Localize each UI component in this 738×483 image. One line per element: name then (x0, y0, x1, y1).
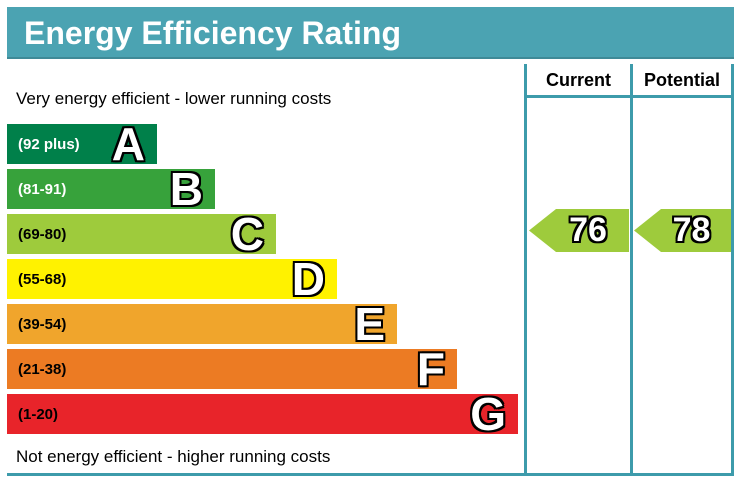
band-row-d: (55-68) D (7, 253, 337, 305)
top-note: Very energy efficient - lower running co… (16, 89, 332, 108)
band-letter: A (111, 118, 145, 170)
bottom-note: Not energy efficient - higher running co… (16, 447, 331, 466)
column-header-underline (524, 95, 734, 98)
band-range-label: (39-54) (18, 315, 67, 333)
band-letter: F (416, 343, 445, 395)
column-header-potential: Potential (643, 70, 720, 90)
potential-rating-value: 78 (672, 211, 711, 249)
band-range-label: (69-80) (18, 225, 67, 243)
potential-rating-arrow: 78 (634, 209, 731, 252)
band-row-a: (92 plus) A (7, 118, 157, 170)
band-range-label: (21-38) (18, 360, 67, 378)
table-border-bottom (7, 473, 734, 476)
column-divider-left (524, 64, 527, 476)
current-rating-arrow: 76 (529, 209, 629, 252)
column-header-current: Current (545, 70, 611, 90)
band-range-label: (92 plus) (18, 135, 80, 153)
band-row-e: (39-54) E (7, 298, 397, 350)
band-row-b: (81-91) B (7, 163, 215, 215)
page-title: Energy Efficiency Rating (7, 7, 734, 59)
table-border-right (731, 64, 734, 476)
band-letter: E (354, 298, 385, 350)
band-range-label: (1-20) (18, 405, 59, 423)
band-row-g: (1-20) G (7, 388, 518, 440)
band-range-label: (55-68) (18, 270, 67, 288)
band-letter: G (470, 388, 506, 440)
column-divider-middle (630, 64, 633, 476)
band-letter: B (169, 163, 203, 215)
band-letter: D (291, 253, 325, 305)
current-rating-value: 76 (569, 211, 607, 249)
band-range-label: (81-91) (18, 180, 67, 198)
band-row-f: (21-38) F (7, 343, 457, 395)
band-letter: C (230, 208, 264, 260)
band-row-c: (69-80) C (7, 208, 276, 260)
